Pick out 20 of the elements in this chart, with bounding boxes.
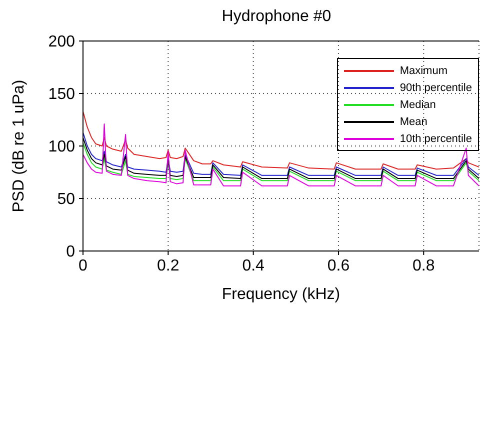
legend-label: Mean: [400, 116, 428, 128]
legend-label: Median: [400, 98, 436, 110]
legend-label: Maximum: [400, 64, 448, 76]
chart-title: Hydrophone #0: [220, 8, 332, 27]
y-tick-label: 0: [66, 244, 76, 261]
x-tick-label: 0.8: [412, 257, 435, 274]
line-series: [83, 110, 479, 170]
y-axis-title: PSD (dB re 1 uPa): [10, 80, 28, 212]
y-tick-label: 50: [57, 191, 76, 208]
y-tick-label: 150: [48, 86, 76, 104]
legend-label: 90th percentile: [400, 82, 472, 94]
y-tick-label: 200: [48, 34, 76, 51]
y-tick-label: 100: [48, 138, 76, 156]
x-tick-label: 0.4: [242, 257, 265, 274]
x-axis-title: Frequency (kHz): [222, 286, 340, 303]
x-tick-label: 0: [78, 257, 88, 274]
legend-label: 10th percentile: [400, 132, 472, 144]
x-tick-label: 0.6: [327, 257, 350, 274]
line-series: [83, 132, 479, 176]
x-tick-label: 0.2: [157, 257, 180, 274]
